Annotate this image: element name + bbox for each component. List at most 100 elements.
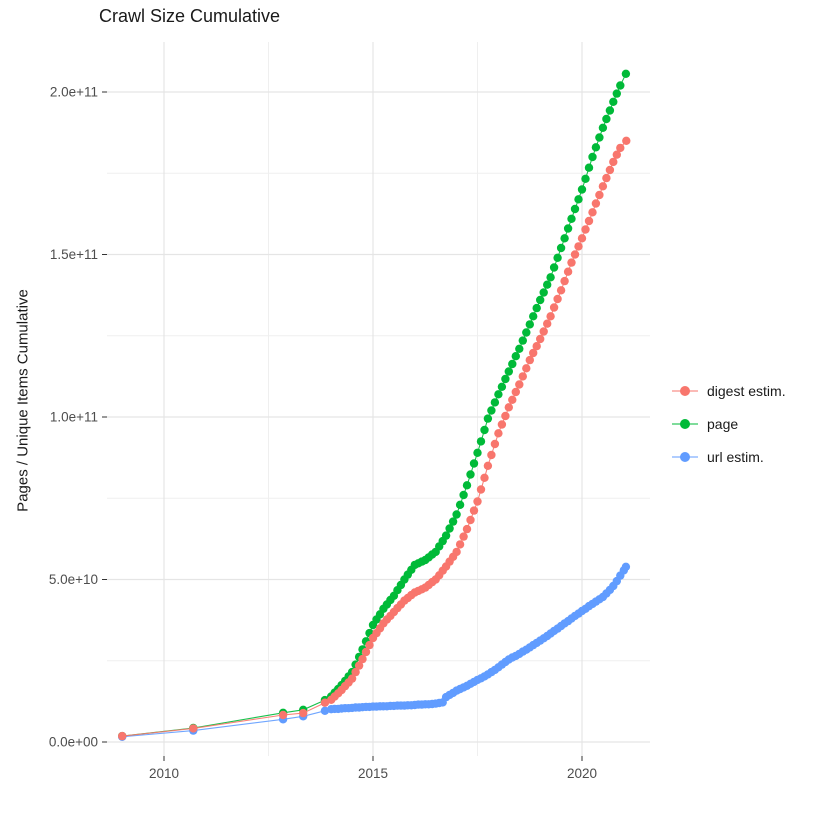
data-point-page [536,295,545,305]
data-point-page [560,234,569,243]
data-point-digest-estim- [567,258,576,267]
data-point-digest-estim- [598,182,608,191]
data-point-page [543,280,552,289]
data-point-page [487,406,496,415]
data-point-digest-estim- [525,355,534,365]
legend-dot-icon [680,386,690,396]
data-point-digest-estim- [581,225,590,234]
data-point-digest-estim- [616,143,625,153]
data-point-digest-estim- [515,380,524,389]
data-point-page [549,263,559,272]
data-point-digest-estim- [462,524,472,534]
y-tick-label: 1.0e+11 [50,410,98,425]
legend-item-page: page [672,414,786,434]
data-point-digest-estim- [546,312,555,321]
legend-key-url-estim [672,447,698,467]
legend-dot-icon [680,419,690,429]
y-tick-label: 5.0e+10 [49,572,98,587]
data-point-digest-estim- [556,286,566,295]
data-point-page [522,328,531,337]
data-point-page [518,336,527,345]
data-point-page [448,517,458,526]
data-point-digest-estim- [347,674,357,683]
data-point-page [469,459,479,468]
y-tick-label: 1.5e+11 [50,247,98,262]
data-point-page [588,152,597,162]
legend-key-page [672,414,698,434]
data-point-page [490,398,500,407]
data-point-digest-estim- [574,242,583,251]
data-point-page [525,320,534,329]
data-point-page [570,204,580,214]
data-point-page [621,69,631,79]
data-point-page [497,382,507,391]
x-tick-label: 2010 [149,766,179,781]
data-point-url-estim- [621,562,631,571]
data-point-digest-estim- [539,327,548,336]
series-line-url-estim- [122,566,627,738]
data-point-digest-estim- [361,647,371,657]
data-point-digest-estim- [536,334,545,344]
data-point-digest-estim- [605,165,615,175]
data-point-digest-estim- [532,342,541,351]
data-point-page [602,114,611,124]
data-point-digest-estim- [553,294,562,304]
legend-label: url estim. [707,449,764,465]
x-tick-label: 2015 [358,766,388,781]
legend-label: digest estim. [707,383,786,399]
data-point-page [441,531,451,540]
data-point-digest-estim- [609,157,618,167]
data-point-digest-estim- [549,303,559,312]
data-point-page [556,243,566,253]
data-point-page [459,490,468,500]
data-point-page [612,89,621,98]
data-point-page [473,448,482,457]
data-point-page [455,500,465,509]
data-point-page [483,414,493,423]
data-point-digest-estim- [473,497,482,506]
data-point-page [546,273,555,282]
data-point-digest-estim- [602,173,611,183]
y-tick-label: 2.0e+11 [50,85,98,100]
data-point-digest-estim- [358,654,367,664]
data-point-digest-estim- [570,250,580,259]
data-point-digest-estim- [518,372,527,381]
data-point-page [609,97,618,107]
data-point-digest-estim- [529,348,538,358]
data-point-digest-estim- [483,461,493,470]
data-point-page [480,425,489,435]
legend-label: page [707,416,739,432]
data-point-digest-estim- [299,708,308,718]
data-point-digest-estim- [365,640,374,650]
data-point-page [584,163,594,172]
data-point-digest-estim- [466,515,475,525]
data-point-page [515,344,524,353]
data-point-page [553,253,562,262]
chart-title: Crawl Size Cumulative [99,6,281,26]
data-point-page [581,174,590,183]
x-tick-label: 2020 [567,766,597,781]
legend-dot-icon [680,452,690,462]
data-point-page [567,214,576,223]
data-point-digest-estim- [501,411,510,421]
data-point-digest-estim- [622,136,631,145]
data-point-digest-estim- [508,395,517,404]
data-point-page [605,106,615,115]
legend-item-digest-estim: digest estim. [672,381,786,401]
data-point-page [616,81,625,90]
legend-item-url-estim: url estim. [672,447,786,467]
data-point-page [591,143,601,152]
data-point-digest-estim- [595,190,604,200]
data-point-page [462,481,472,490]
data-point-digest-estim- [459,532,468,541]
data-point-digest-estim- [455,540,465,549]
data-point-page [595,133,604,142]
data-point-digest-estim- [452,547,461,557]
data-point-digest-estim- [591,199,601,208]
data-point-digest-estim- [469,506,479,515]
data-point-digest-estim- [480,473,489,482]
data-point-digest-estim- [118,731,127,741]
y-tick-label: 0.0e+00 [49,735,98,750]
